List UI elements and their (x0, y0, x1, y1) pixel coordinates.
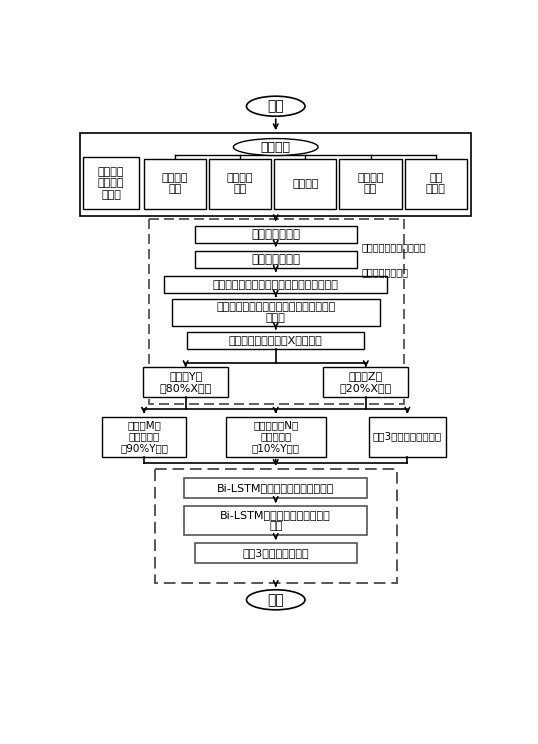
Bar (195, 543, 357, 562)
Text: 训练集Y天
（80%X天）: 训练集Y天 （80%X天） (159, 371, 212, 393)
Text: 皮尔森相关系数: 皮尔森相关系数 (251, 228, 300, 240)
Ellipse shape (233, 138, 318, 155)
Text: 计算待预测日与历史日之间特征参数的欧
式距离: 计算待预测日与历史日之间特征参数的欧 式距离 (216, 302, 335, 324)
Text: 选择输入的气象特征参数: 选择输入的气象特征参数 (361, 242, 426, 252)
Bar (187, 332, 364, 349)
Bar (150, 219, 404, 404)
Text: 全球水平
辐射: 全球水平 辐射 (162, 173, 188, 194)
Bar (184, 478, 367, 498)
Text: 原始光伏
输出功率
数据集: 原始光伏 输出功率 数据集 (98, 167, 124, 200)
Text: 环境温度: 环境温度 (292, 179, 318, 189)
Bar (144, 158, 206, 208)
Bar (225, 417, 326, 457)
Ellipse shape (246, 96, 305, 116)
Bar (184, 506, 367, 535)
Bar (195, 251, 357, 268)
Bar (102, 417, 186, 457)
Bar (274, 158, 336, 208)
Bar (83, 157, 139, 209)
Ellipse shape (246, 590, 305, 610)
Text: 风向
（度）: 风向 （度） (426, 173, 445, 194)
Text: 多种特征参数排序: 多种特征参数排序 (361, 268, 408, 278)
Bar (143, 368, 228, 397)
Text: 最佳相似日N天
（验证集）
（10%Y天）: 最佳相似日N天 （验证集） （10%Y天） (252, 420, 300, 453)
Bar (339, 158, 401, 208)
Bar (369, 417, 446, 457)
Text: 相似日M天
（训练集）
（90%Y天）: 相似日M天 （训练集） （90%Y天） (120, 420, 168, 453)
Text: 开始: 开始 (267, 99, 284, 113)
Text: 气象参数: 气象参数 (261, 141, 291, 153)
Text: 环境相对
湿度: 环境相对 湿度 (357, 173, 384, 194)
Text: 选择欧式距离较小的X天训练集: 选择欧式距离较小的X天训练集 (229, 336, 323, 345)
Text: 结束: 结束 (267, 593, 284, 607)
Text: Bi-LSTM深度学习神经网络初始化: Bi-LSTM深度学习神经网络初始化 (217, 483, 335, 493)
Text: 连续3天预测功率输出: 连续3天预测功率输出 (243, 548, 309, 558)
Bar (164, 276, 387, 293)
Text: 漫射水平
辐射: 漫射水平 辐射 (227, 173, 253, 194)
Text: 连续3天作为测试集输入: 连续3天作为测试集输入 (373, 432, 442, 441)
Bar (405, 158, 466, 208)
Text: 根据待预测日天气类型选择相应的特征参数: 根据待预测日天气类型选择相应的特征参数 (213, 280, 338, 290)
Bar (195, 225, 357, 243)
Bar (323, 368, 408, 397)
Bar (155, 469, 397, 583)
Text: 灰色关联度分析: 灰色关联度分析 (251, 253, 300, 266)
Bar (80, 133, 471, 217)
Bar (172, 300, 380, 326)
Text: Bi-LSTM深度学习神经网络预测
模型: Bi-LSTM深度学习神经网络预测 模型 (221, 510, 331, 531)
Bar (209, 158, 271, 208)
Text: 测试集Z天
（20%X天）: 测试集Z天 （20%X天） (339, 371, 392, 393)
